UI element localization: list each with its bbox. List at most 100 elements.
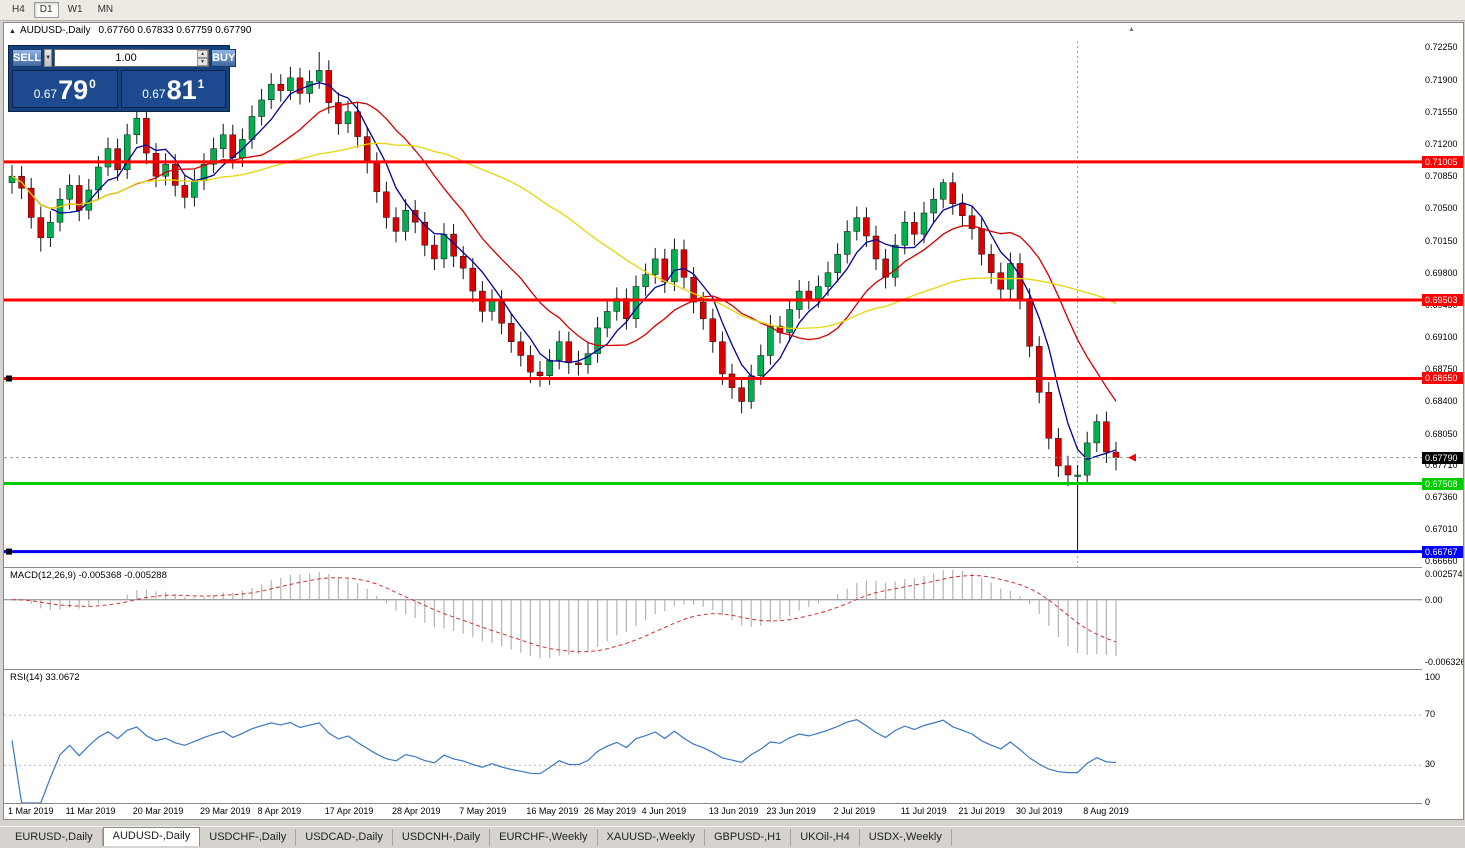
ask-price-sup: 1	[197, 77, 205, 91]
date-tick-label: 1 Mar 2019	[8, 806, 54, 816]
volume-dropdown-button[interactable]: ▼	[44, 49, 53, 67]
price-tick-label: 0.70850	[1425, 171, 1458, 182]
price-tick-label: 0.69100	[1425, 332, 1458, 343]
bid-price-big: 79	[58, 75, 89, 105]
chevron-down-icon: ▼	[45, 54, 52, 61]
timeframe-button-d1[interactable]: D1	[33, 2, 59, 18]
current-price-label: 0.67790	[1422, 451, 1463, 464]
date-tick-label: 20 Mar 2019	[132, 806, 184, 816]
volume-field-wrap: ▲ ▼	[54, 49, 210, 67]
sell-arrow-icon	[1128, 453, 1136, 462]
timeframe-button-h4[interactable]: H4	[6, 2, 31, 18]
candle-wicks-layer	[11, 52, 1117, 552]
chart-title: ▲ AUDUSD-,Daily 0.67760 0.67833 0.67759 0.…	[9, 25, 251, 36]
buy-button[interactable]: BUY	[211, 49, 237, 67]
date-tick-label: 30 Jul 2019	[1016, 806, 1063, 816]
collapse-triangle-icon[interactable]: ▲	[9, 28, 16, 35]
date-tick-label: 8 Aug 2019	[1083, 806, 1129, 816]
volume-spinner: ▲ ▼	[197, 50, 209, 66]
date-tick-label: 26 May 2019	[584, 806, 637, 816]
rsi-tick-label: 100	[1425, 671, 1441, 682]
volume-decrease-button[interactable]: ▼	[197, 58, 209, 66]
level-price-label: 0.66767	[1422, 545, 1463, 558]
macd-tick-label: 0.00	[1425, 594, 1443, 605]
chart-symbol-title: AUDUSD-,Daily	[19, 25, 91, 36]
price-tick-label: 0.71200	[1425, 138, 1458, 149]
bid-price-prefix: 0.67	[33, 87, 58, 101]
panel-separator	[4, 803, 1463, 804]
tab-usdcnh-daily[interactable]: USDCNH-,Daily	[393, 829, 491, 846]
date-tick-label: 23 Jun 2019	[766, 806, 816, 816]
level-price-label: 0.71005	[1422, 155, 1463, 168]
ma-lines-layer	[11, 82, 1117, 461]
date-tick-label: 2 Jul 2019	[833, 806, 876, 816]
macd-tick-label: 0.002574	[1425, 569, 1463, 580]
price-tick-label: 0.68050	[1425, 428, 1458, 439]
sell-button[interactable]: SELL	[12, 49, 43, 67]
date-tick-label: 16 May 2019	[526, 806, 579, 816]
date-tick-label: 13 Jun 2019	[708, 806, 759, 816]
macd-histogram	[21, 569, 1117, 659]
macd-signal-line	[11, 574, 1117, 653]
bid-price-display[interactable]: 0.67 79 0	[12, 70, 118, 108]
tab-xauusd-weekly[interactable]: XAUUSD-,Weekly	[598, 829, 705, 846]
ask-price-prefix: 0.67	[142, 87, 166, 101]
rsi-tick-label: 70	[1425, 709, 1436, 720]
date-axis[interactable]: 1 Mar 2019 11 Mar 2019 20 Mar 2019 29 Mar 2…	[4, 804, 1463, 819]
price-tick-label: 0.70500	[1425, 203, 1458, 214]
ask-price-display[interactable]: 0.67 81 1	[120, 70, 226, 108]
rsi-tick-label: 0	[1425, 797, 1431, 807]
macd-tick-label: -0.006326	[1425, 657, 1464, 668]
date-tick-label: 29 Mar 2019	[200, 806, 251, 816]
timeframe-button-mn[interactable]: MN	[92, 2, 120, 18]
hlines-layer	[4, 160, 1422, 555]
price-chart-canvas[interactable]	[4, 41, 1422, 567]
tab-gbpusd-h1[interactable]: GBPUSD-,H1	[705, 829, 792, 846]
ma-line-34	[11, 142, 1117, 330]
price-tick-label: 0.71550	[1425, 106, 1458, 117]
tab-ukoil-h4[interactable]: UKOil-,H4	[791, 829, 860, 846]
chart-shift-marker-icon: ▲	[1128, 26, 1135, 33]
date-tick-label: 7 May 2019	[459, 806, 507, 816]
volume-increase-button[interactable]: ▲	[197, 50, 209, 58]
price-tick-label: 0.72250	[1425, 42, 1458, 53]
tab-usdcad-daily[interactable]: USDCAD-,Daily	[296, 829, 393, 846]
price-tick-label: 0.67710	[1425, 459, 1458, 470]
candle-bodies-layer	[8, 70, 1120, 477]
macd-canvas[interactable]	[4, 567, 1422, 669]
timeframe-toolbar: H4 D1 W1 MN	[0, 0, 1465, 21]
volume-input[interactable]	[55, 50, 198, 66]
level-price-label: 0.68650	[1422, 372, 1463, 385]
price-tick-label: 0.70150	[1425, 235, 1458, 246]
rsi-tick-label: 30	[1425, 759, 1436, 770]
price-tick-label: 0.69800	[1425, 267, 1458, 278]
rsi-canvas[interactable]	[4, 669, 1422, 803]
rsi-line	[11, 719, 1117, 803]
date-tick-label: 4 Jun 2019	[641, 806, 687, 816]
ask-price-big: 81	[166, 75, 197, 105]
line-anchor-handle	[6, 375, 12, 382]
line-anchor-handle	[6, 548, 12, 555]
price-tick-label: 0.67010	[1425, 524, 1458, 535]
tab-eurusd-daily[interactable]: EURUSD-,Daily	[6, 829, 103, 846]
tab-audusd-daily[interactable]: AUDUSD-,Daily	[102, 827, 201, 846]
price-tick-label: 0.68750	[1425, 364, 1458, 375]
tab-usdx-weekly[interactable]: USDX-,Weekly	[860, 829, 952, 846]
price-tick-label: 0.67360	[1425, 492, 1458, 503]
price-tick-label: 0.71900	[1425, 74, 1458, 85]
chart-tab-bar: EURUSD-,Daily AUDUSD-,Daily USDCHF-,Dail…	[0, 826, 1465, 846]
spinner-down-icon: ▼	[200, 58, 206, 65]
timeframe-button-w1[interactable]: W1	[62, 2, 89, 18]
tab-eurchf-weekly[interactable]: EURCHF-,Weekly	[490, 829, 598, 846]
date-tick-label: 28 Apr 2019	[392, 806, 441, 816]
spinner-up-icon: ▲	[200, 50, 206, 57]
level-price-label: 0.69503	[1422, 294, 1463, 307]
level-price-label: 0.67508	[1422, 477, 1463, 490]
price-axis[interactable]: 0.72250 0.71900 0.71550 0.71200 0.70850 0.705…	[1422, 23, 1463, 819]
panel-separator[interactable]	[4, 567, 1463, 568]
panel-separator[interactable]	[4, 669, 1463, 670]
bid-price-sup: 0	[89, 77, 96, 91]
tab-usdchf-daily[interactable]: USDCHF-,Daily	[200, 829, 297, 846]
price-tick-label: 0.68400	[1425, 396, 1458, 407]
